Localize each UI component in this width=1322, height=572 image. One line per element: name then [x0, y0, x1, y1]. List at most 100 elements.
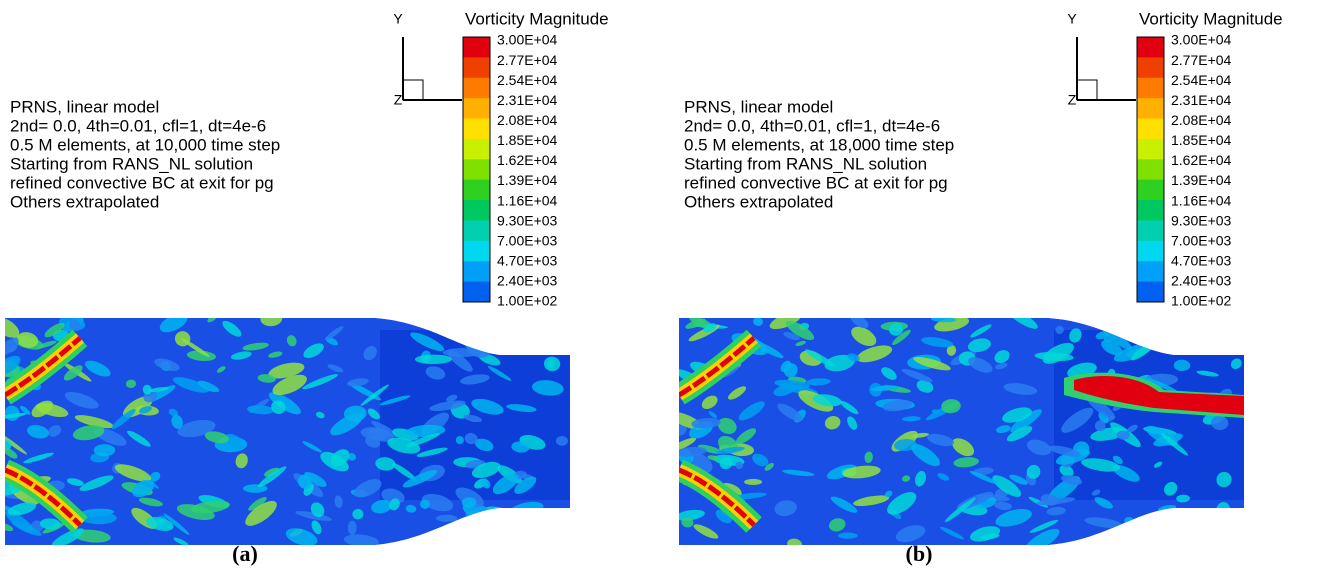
legend-swatch: [463, 159, 490, 180]
legend-swatch: [1137, 119, 1164, 140]
legend-swatch: [1137, 282, 1164, 303]
legend-level: 1.16E+04: [1171, 192, 1232, 208]
vortex-blob: [1217, 517, 1244, 538]
vortex-blob: [482, 320, 513, 340]
legend-level: 2.54E+04: [497, 72, 558, 88]
vortex-blob: [550, 325, 571, 345]
annotation-line: 2nd= 0.0, 4th=0.01, cfl=1, dt=4e-6: [10, 116, 266, 135]
legend-swatch: [463, 282, 490, 303]
figure: PRNS, linear model2nd= 0.0, 4th=0.01, cf…: [0, 0, 1322, 572]
legend-level: 4.70E+03: [497, 253, 558, 269]
legend-title: Vorticity Magnitude: [1139, 9, 1283, 28]
contour-field: [667, 306, 1254, 557]
axis-y-label: Y: [393, 11, 403, 27]
legend-swatch: [463, 200, 490, 221]
legend-level: 1.16E+04: [497, 192, 558, 208]
legend-level: 3.00E+04: [1171, 32, 1232, 48]
vortex-blob: [554, 320, 568, 332]
vortex-blob: [838, 533, 858, 539]
vortex-blob: [525, 328, 539, 340]
axis-box: [1077, 80, 1097, 100]
legend-swatch: [1137, 37, 1164, 58]
vortex-blob: [489, 324, 510, 336]
annotation-line: 0.5 M elements, at 10,000 time step: [10, 135, 280, 154]
vortex-blob: [523, 508, 538, 521]
legend-level: 1.62E+04: [1171, 152, 1232, 168]
legend-swatch: [463, 57, 490, 78]
annotation-line: refined convective BC at exit for pg: [684, 173, 948, 192]
legend-level: 9.30E+03: [1171, 212, 1232, 228]
legend-swatch: [1137, 78, 1164, 99]
legend-swatch: [463, 78, 490, 99]
annotation-line: refined convective BC at exit for pg: [10, 173, 274, 192]
legend-level: 2.40E+03: [497, 273, 558, 289]
legend-level: 2.08E+04: [1171, 112, 1232, 128]
vortex-blob: [1136, 521, 1156, 535]
axis-z-label: Z: [1068, 92, 1077, 108]
legend-swatch: [1137, 159, 1164, 180]
legend-level: 1.85E+04: [1171, 132, 1232, 148]
legend-level: 2.54E+04: [1171, 72, 1232, 88]
legend-level: 1.00E+02: [1171, 293, 1232, 309]
legend-level: 2.77E+04: [497, 52, 558, 68]
vortex-blob: [1157, 518, 1170, 535]
legend-level: 1.85E+04: [497, 132, 558, 148]
legend-level: 1.39E+04: [497, 172, 558, 188]
axis-y-label: Y: [1067, 11, 1077, 27]
vortex-blob: [518, 313, 552, 334]
legend-swatch: [1137, 139, 1164, 160]
legend-level: 2.31E+04: [1171, 92, 1232, 108]
legend-swatch: [463, 98, 490, 119]
legend-swatch: [463, 180, 490, 201]
legend-level: 2.77E+04: [1171, 52, 1232, 68]
panel-label: (b): [906, 541, 933, 566]
vortex-blob: [465, 313, 499, 334]
legend-swatch: [463, 37, 490, 58]
vortex-blob: [1176, 518, 1215, 553]
vortex-blob: [744, 479, 762, 485]
legend-swatch: [463, 241, 490, 262]
legend-swatch: [1137, 98, 1164, 119]
panel-label: (a): [232, 541, 258, 566]
legend-swatch: [463, 220, 490, 241]
vortex-blob: [1226, 334, 1242, 350]
annotation-line: 0.5 M elements, at 18,000 time step: [684, 135, 954, 154]
legend-level: 7.00E+03: [1171, 232, 1232, 248]
annotation-line: Others extrapolated: [10, 192, 159, 211]
legend-swatch: [1137, 57, 1164, 78]
vortex-blob: [1181, 526, 1202, 542]
vortex-blob: [521, 318, 538, 336]
legend-level: 2.08E+04: [497, 112, 558, 128]
legend-swatch: [1137, 200, 1164, 221]
legend-swatch: [1137, 241, 1164, 262]
axis-box: [403, 80, 423, 100]
panel: PRNS, linear model2nd= 0.0, 4th=0.01, cf…: [0, 9, 609, 566]
legend-level: 3.00E+04: [497, 32, 558, 48]
annotation-line: PRNS, linear model: [10, 97, 159, 116]
vortex-blob: [1130, 327, 1143, 338]
axis-z-label: Z: [394, 92, 403, 108]
annotation-line: Starting from RANS_NL solution: [684, 154, 927, 173]
vortex-blob: [1183, 313, 1194, 326]
legend-level: 4.70E+03: [1171, 253, 1232, 269]
annotation-line: Others extrapolated: [684, 192, 833, 211]
legend-swatch: [463, 119, 490, 140]
legend-level: 2.31E+04: [497, 92, 558, 108]
legend-swatch: [1137, 220, 1164, 241]
legend-level: 7.00E+03: [497, 232, 558, 248]
legend-swatch: [463, 261, 490, 282]
legend-level: 1.62E+04: [497, 152, 558, 168]
legend-swatch: [1137, 261, 1164, 282]
legend-level: 1.39E+04: [1171, 172, 1232, 188]
legend-title: Vorticity Magnitude: [465, 9, 609, 28]
vortex-blob: [1121, 523, 1142, 537]
legend-level: 1.00E+02: [497, 293, 558, 309]
vortex-blob: [1161, 327, 1195, 353]
annotation-line: PRNS, linear model: [684, 97, 833, 116]
annotation-line: 2nd= 0.0, 4th=0.01, cfl=1, dt=4e-6: [684, 116, 940, 135]
legend-swatch: [1137, 180, 1164, 201]
annotation-line: Starting from RANS_NL solution: [10, 154, 253, 173]
legend-swatch: [463, 139, 490, 160]
vortex-blob: [535, 336, 564, 352]
